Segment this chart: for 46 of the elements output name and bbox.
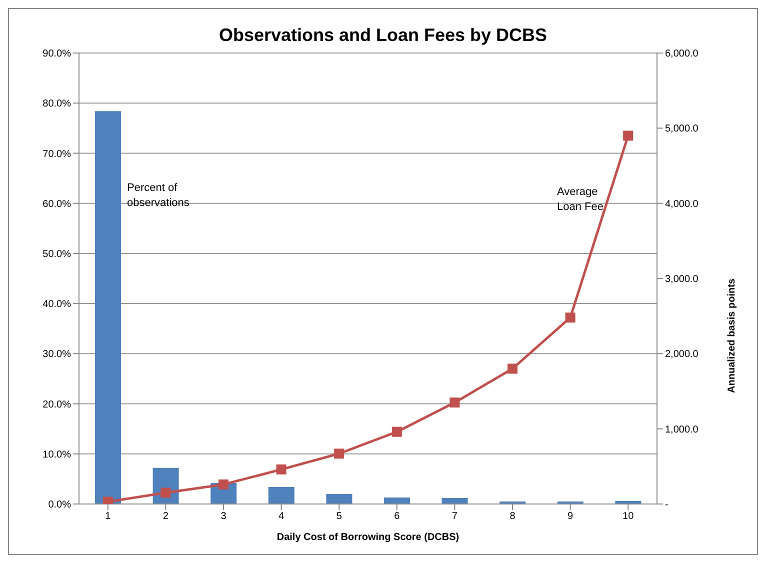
y-tick-label: 90.0%: [42, 48, 72, 60]
point: [160, 488, 171, 498]
chart-title: Observations and Loan Fees by DCBS: [218, 25, 548, 46]
x-tick-label: 2: [162, 511, 169, 522]
y-tick-label: 0.0%: [48, 500, 72, 511]
bar: [442, 498, 468, 504]
x-tick-label: 5: [336, 511, 342, 522]
y2-tick-label: 4,000.0: [665, 198, 699, 210]
y2-axis-title: Annualized basis points: [726, 278, 738, 393]
x-tick-label: 7: [452, 511, 458, 522]
y-tick-label: 40.0%: [42, 299, 72, 310]
bar: [95, 111, 121, 504]
x-tick-label: 3: [220, 511, 227, 522]
y2-tick-label: 2,000.0: [665, 349, 699, 360]
point: [218, 479, 228, 490]
point: [565, 312, 576, 323]
point: [392, 426, 402, 437]
x-tick-label: 10: [622, 511, 634, 522]
y-tick-label: 70.0%: [42, 148, 72, 160]
bar: [326, 494, 352, 504]
y2-tick-label: 6,000.0: [665, 48, 699, 60]
point: [276, 464, 286, 474]
x-tick-label: 6: [394, 511, 400, 522]
x-tick-label: 9: [568, 511, 574, 522]
bar: [384, 497, 410, 504]
bar: [268, 486, 294, 504]
annotation: Average Loan Fee: [557, 185, 604, 215]
x-axis-title: Daily Cost of Borrowing Score (DCBS): [276, 532, 460, 543]
y2-tick-label: 3,000.0: [665, 274, 699, 286]
y-tick-label: 20.0%: [42, 399, 72, 410]
y-tick-label: 60.0%: [42, 198, 72, 210]
y2-tick-label: 1,000.0: [665, 424, 699, 436]
point: [508, 364, 518, 374]
y2-tick-label: -: [665, 500, 668, 511]
y-tick-label: 50.0%: [42, 248, 72, 260]
y-tick-label: 80.0%: [42, 98, 72, 110]
y2-tick-label: 5,000.0: [665, 124, 699, 135]
y-tick-label: 10.0%: [42, 449, 72, 460]
point: [450, 398, 460, 408]
point: [334, 448, 344, 459]
annotation: Percent of observations: [127, 181, 190, 211]
x-tick-label: 1: [105, 511, 112, 522]
y-tick-label: 30.0%: [42, 349, 72, 360]
x-tick-label: 4: [278, 511, 285, 522]
point: [623, 130, 634, 141]
x-tick-label: 8: [510, 511, 516, 522]
